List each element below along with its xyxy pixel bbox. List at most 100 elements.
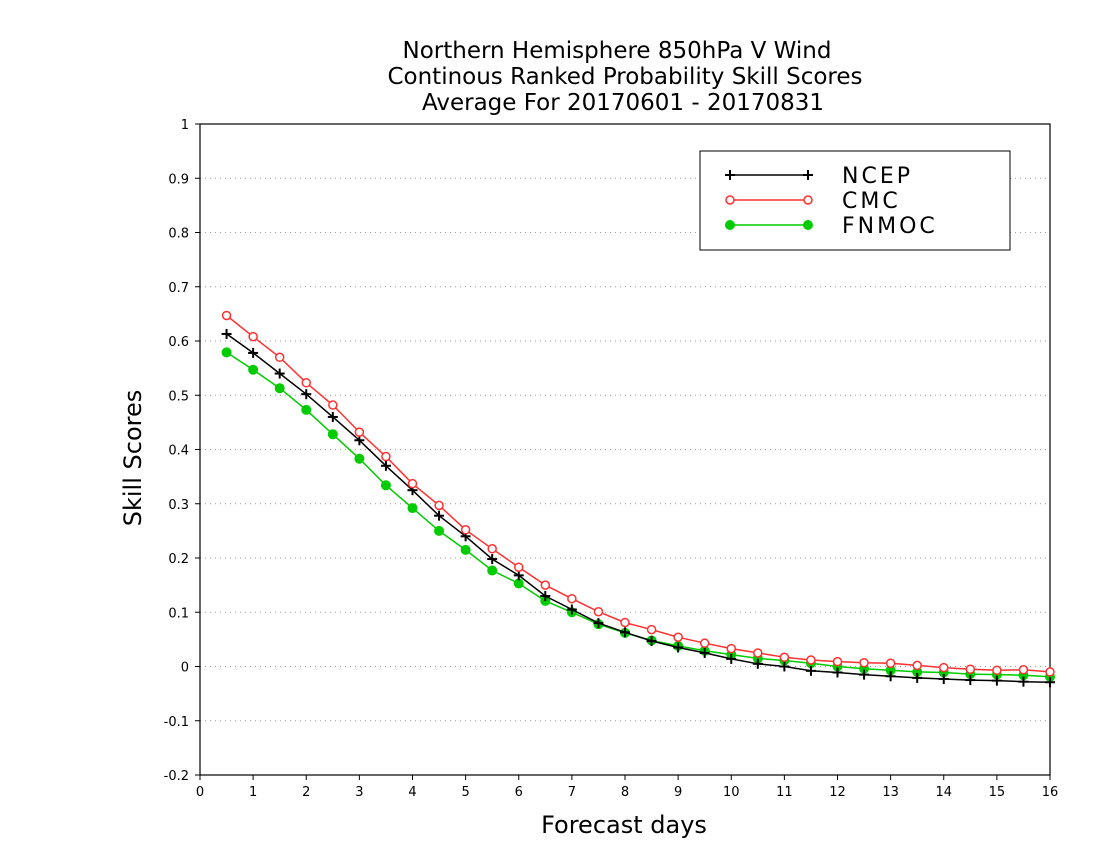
data-point-cmc	[646, 624, 657, 635]
data-point-cmc	[221, 310, 232, 321]
x-tick-label: 0	[196, 785, 204, 800]
series-line-fnmoc	[226, 351, 1051, 678]
chart-title-line-2: Continous Ranked Probability Skill Score…	[387, 64, 862, 90]
data-point-cmc	[965, 664, 976, 674]
data-point-cmc	[248, 331, 258, 342]
y-tick-label: 0.8	[168, 227, 189, 242]
data-point-ncep	[566, 604, 577, 615]
data-series	[221, 310, 1055, 688]
data-point-cmc	[620, 617, 630, 628]
y-tick-label: -0.1	[164, 715, 189, 730]
y-tick-label: 0.9	[168, 172, 189, 187]
data-point-cmc	[460, 525, 471, 535]
data-point-cmc	[593, 606, 604, 617]
data-point-fnmoc	[248, 364, 259, 375]
x-tick-label: 16	[1042, 785, 1059, 800]
axes: -0.2-0.100.10.20.30.40.50.60.70.80.910 1 2…	[164, 118, 1059, 800]
data-point-ncep	[248, 347, 259, 358]
data-point-cmc	[673, 632, 683, 642]
grid-lines	[200, 177, 1050, 722]
data-point-cmc	[779, 652, 790, 663]
y-tick-label: 0.6	[168, 335, 189, 350]
data-point-ncep	[646, 636, 657, 647]
data-point-fnmoc	[380, 480, 391, 491]
legend-label-ncep: NCEP	[842, 164, 913, 189]
data-point-fnmoc	[301, 404, 312, 415]
data-point-ncep	[593, 618, 604, 629]
data-point-cmc	[514, 562, 524, 572]
data-point-cmc	[567, 593, 577, 604]
legend-item-cmc: CMC	[725, 189, 901, 214]
data-point-ncep	[354, 435, 365, 446]
data-point-fnmoc	[327, 429, 338, 440]
data-point-cmc	[753, 648, 763, 658]
data-point-ncep	[726, 653, 737, 664]
data-point-cmc	[992, 665, 1002, 676]
data-point-ncep	[301, 389, 312, 400]
y-tick-label: 0.1	[168, 606, 189, 621]
chart-title-line-1: Northern Hemisphere 850hPa V Wind	[403, 38, 832, 64]
x-tick-label: 4	[408, 785, 416, 800]
data-point-fnmoc	[407, 503, 418, 514]
y-axis-label: Skill Scores	[119, 390, 147, 527]
y-tick-label: 1	[181, 118, 189, 133]
data-point-fnmoc	[460, 544, 471, 555]
data-point-cmc	[859, 657, 869, 668]
legend-item-fnmoc: FNMOC	[725, 214, 938, 239]
series-cmc	[221, 310, 1055, 677]
x-tick-label: 7	[568, 785, 576, 800]
series-fnmoc	[221, 347, 1055, 682]
series-line-ncep	[226, 333, 1051, 683]
data-point-cmc	[939, 662, 949, 673]
x-tick-label: 14	[935, 785, 952, 800]
data-point-fnmoc	[434, 525, 445, 536]
data-point-ncep	[620, 627, 630, 638]
data-point-cmc	[806, 655, 816, 665]
data-point-ncep	[1018, 676, 1029, 687]
y-tick-label: 0.7	[168, 281, 189, 296]
data-point-ncep	[487, 554, 498, 565]
data-point-ncep	[752, 658, 763, 669]
data-point-cmc	[1045, 667, 1055, 677]
x-axis-label: Forecast days	[541, 811, 707, 839]
data-point-ncep	[380, 460, 391, 471]
legend-label-fnmoc: FNMOC	[842, 214, 938, 239]
x-tick-label: 15	[989, 785, 1006, 800]
y-tick-label: 0.4	[168, 444, 189, 459]
data-point-cmc	[434, 500, 444, 511]
x-tick-label: 10	[723, 785, 740, 800]
data-point-cmc	[832, 656, 843, 667]
data-point-ncep	[991, 675, 1002, 686]
x-tick-label: 9	[674, 785, 682, 800]
legend-label-cmc: CMC	[842, 189, 901, 214]
x-tick-label: 6	[515, 785, 523, 800]
data-point-ncep	[938, 673, 949, 684]
data-point-ncep	[540, 590, 551, 601]
legend-marker-end-cmc	[803, 195, 813, 205]
data-point-cmc	[885, 658, 896, 668]
legend-marker-start-fnmoc	[725, 220, 735, 230]
data-point-ncep	[699, 647, 710, 658]
x-tick-label: 13	[882, 785, 899, 800]
chart-title-line-3: Average For 20170601 - 20170831	[422, 90, 824, 116]
data-point-fnmoc	[354, 453, 365, 464]
legend-marker-start-ncep	[725, 170, 735, 180]
y-tick-label: 0.3	[168, 498, 189, 513]
data-point-cmc	[301, 378, 311, 388]
x-tick-label: 2	[302, 785, 310, 800]
legend-item-ncep: NCEP	[725, 164, 913, 189]
data-point-cmc	[381, 451, 391, 462]
legend-marker-end-fnmoc	[803, 220, 813, 230]
data-point-ncep	[885, 671, 896, 682]
data-point-cmc	[328, 400, 338, 410]
data-point-cmc	[699, 638, 710, 648]
x-tick-label: 1	[249, 785, 257, 800]
data-point-ncep	[513, 570, 524, 581]
data-point-cmc	[354, 427, 365, 437]
series-ncep	[221, 328, 1055, 688]
x-tick-label: 12	[829, 785, 846, 800]
data-point-ncep	[912, 672, 923, 683]
